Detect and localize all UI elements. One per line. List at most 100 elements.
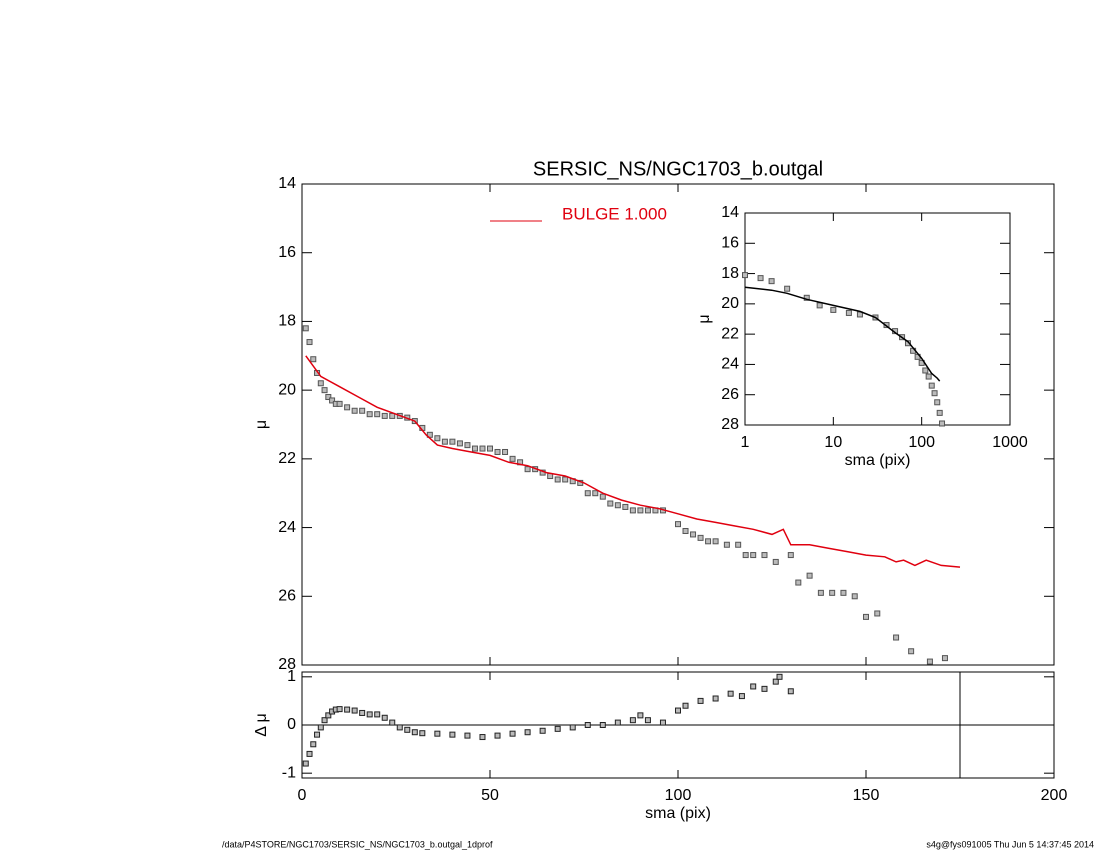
data-point [637, 712, 644, 719]
data-point [592, 490, 599, 497]
y-axis-label: Δ μ [253, 713, 270, 736]
data-point [494, 448, 501, 455]
data-point [772, 678, 779, 685]
y-tick-label: 20 [721, 295, 739, 312]
data-point [487, 445, 493, 452]
y-tick-label: 14 [278, 175, 296, 192]
data-point [738, 693, 745, 700]
data-point [705, 538, 712, 545]
y-tick-label: 22 [721, 325, 739, 342]
data-point [317, 724, 324, 731]
data-point [502, 448, 509, 455]
data-point [359, 407, 366, 414]
data-point [795, 579, 802, 586]
data-point [302, 760, 309, 767]
y-tick-label: 26 [278, 588, 296, 605]
data-point [494, 732, 501, 739]
data-point [464, 732, 471, 739]
data-point [584, 722, 591, 728]
data-point [931, 390, 938, 397]
y-tick-label: 28 [721, 416, 739, 433]
data-point [539, 727, 546, 734]
data-point [644, 507, 651, 514]
data-point [554, 725, 561, 732]
data-point [750, 552, 757, 559]
y-tick-label: 18 [278, 313, 296, 330]
data-point [712, 538, 719, 545]
data-point [325, 712, 332, 719]
chart-title: SERSIC_NS/NGC1703_b.outgal [533, 158, 823, 180]
data-point [629, 717, 636, 724]
data-point [922, 367, 929, 374]
data-point [697, 697, 704, 704]
data-point [509, 730, 516, 737]
y-tick-label: 24 [721, 356, 739, 373]
legend-label: BULGE 1.000 [562, 204, 667, 223]
y-tick-label: 18 [721, 265, 739, 282]
data-point [690, 531, 697, 538]
data-point [675, 707, 681, 714]
y-axis-label: μ [253, 420, 270, 429]
data-point [306, 339, 313, 346]
data-point [306, 750, 313, 757]
x-axis-label: sma (pix) [645, 805, 711, 822]
data-point [675, 521, 681, 528]
x-tick-label: 150 [853, 787, 880, 804]
data-point [757, 275, 764, 282]
data-point [351, 407, 358, 414]
data-point [742, 552, 749, 559]
data-point [599, 493, 606, 500]
data-point [336, 706, 343, 713]
footer-stamp: s4g@fys091005 Thu Jun 5 14:37:45 2014 [926, 839, 1094, 849]
data-point [302, 325, 309, 332]
data-point [908, 648, 915, 655]
data-point [928, 382, 935, 389]
data-point [562, 476, 569, 483]
data-point [344, 706, 351, 713]
data-point [321, 717, 328, 724]
data-point [310, 741, 317, 748]
y-tick-label: 26 [721, 386, 739, 403]
data-point [381, 412, 388, 419]
y-tick-label: -1 [282, 764, 296, 781]
data-point [434, 435, 441, 442]
data-point [441, 438, 448, 445]
y-tick-label: 1 [287, 668, 296, 685]
data-point [374, 411, 381, 418]
data-point [742, 272, 748, 279]
y-tick-label: 16 [721, 235, 739, 252]
data-point [723, 541, 730, 548]
data-point [941, 655, 948, 662]
data-point [325, 394, 332, 401]
data-point [712, 695, 719, 702]
x-tick-label: 50 [481, 787, 499, 804]
model-line [305, 355, 961, 568]
data-point [344, 404, 351, 411]
data-point [351, 707, 358, 714]
data-point [851, 593, 858, 600]
data-point [329, 397, 336, 404]
data-point [509, 455, 516, 462]
data-point [569, 724, 576, 731]
data-point [926, 658, 933, 665]
data-point [629, 507, 636, 514]
data-point [314, 731, 321, 738]
data-point [396, 724, 403, 731]
data-point [934, 399, 941, 406]
data-point [614, 502, 621, 509]
data-point [817, 589, 824, 596]
data-point [761, 552, 768, 559]
data-point [471, 445, 478, 452]
data-point [806, 572, 813, 579]
data-point [321, 387, 328, 394]
data-point [637, 507, 644, 514]
y-tick-label: 0 [287, 716, 296, 733]
data-point [874, 610, 881, 617]
data-point [599, 722, 606, 728]
data-point [404, 726, 411, 733]
data-point [845, 309, 852, 316]
x-tick-label: 1 [741, 434, 750, 451]
data-point [584, 490, 591, 497]
data-point [607, 500, 614, 507]
